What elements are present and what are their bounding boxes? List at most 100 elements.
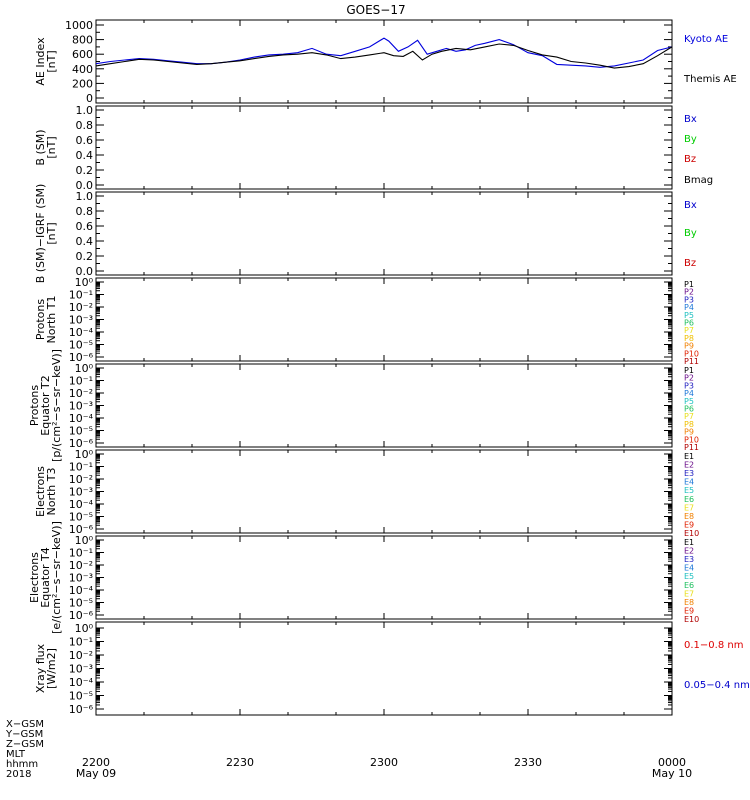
- legend-entry: P7: [684, 412, 694, 421]
- y-tick-label: 10⁻⁵: [69, 339, 93, 352]
- legend-entry: P3: [684, 295, 694, 304]
- y-tick-label: 0: [86, 92, 93, 105]
- series-line-themis-ae: [95, 43, 673, 69]
- legend-entry: P5: [684, 397, 694, 406]
- legend-entry: E7: [684, 589, 694, 598]
- y-tick-label: 0.4: [76, 235, 94, 248]
- legend-entry: P2: [684, 374, 694, 383]
- legend-entry: E10: [684, 615, 699, 624]
- y-axis-label: Xray flux: [34, 643, 47, 693]
- legend-entry: P4: [684, 389, 694, 398]
- legend-entry: 0.05−0.4 nm: [684, 680, 750, 691]
- y-axis-label: AE Index: [34, 37, 47, 86]
- y-tick-label: 10⁻²: [69, 559, 93, 572]
- y-tick-label: 10⁻⁶: [69, 703, 94, 716]
- y-tick-label: 10⁻⁶: [69, 351, 94, 364]
- legend-entry: Kyoto AE: [684, 34, 728, 45]
- legend-entry: P1: [684, 366, 694, 375]
- legend-entry: Bz: [684, 154, 696, 165]
- y-tick-label: 1.0: [76, 104, 94, 117]
- y-tick-label: 10⁻²: [69, 387, 93, 400]
- legend-entry: By: [684, 134, 697, 145]
- y-axis-label: [e/(cm²−s−sr−keV)]: [50, 521, 63, 634]
- y-tick-label: 10⁻²: [69, 649, 93, 662]
- y-tick-label: 10⁻⁵: [69, 690, 93, 703]
- panel-frame: [95, 191, 673, 276]
- y-tick-label: 10⁻⁴: [69, 584, 94, 597]
- y-tick-label: 10⁰: [75, 534, 94, 547]
- legend-entry: P4: [684, 303, 694, 312]
- y-tick-label: 10⁻¹: [69, 636, 93, 649]
- footer-label: X−GSM: [6, 719, 44, 730]
- panel-pt2: 10⁰10⁻¹10⁻²10⁻³10⁻⁴10⁻⁵10⁻⁶ProtonsEquato…: [28, 349, 699, 462]
- legend-entry: E6: [684, 581, 694, 590]
- legend-entry: P9: [684, 428, 694, 437]
- y-tick-label: 10⁻¹: [69, 547, 93, 560]
- y-tick-label: 1.0: [76, 190, 94, 203]
- y-tick-label: 10⁰: [75, 622, 94, 635]
- legend-entry: 0.1−0.8 nm: [684, 640, 743, 651]
- y-axis-label: [nT]: [45, 50, 58, 72]
- legend-entry: E4: [684, 564, 694, 573]
- y-axis-label: North T1: [45, 296, 58, 344]
- y-tick-label: 10⁻⁴: [69, 676, 94, 689]
- y-tick-label: 10⁻⁴: [69, 412, 94, 425]
- legend-entry: P11: [684, 357, 699, 366]
- y-tick-label: 10⁻⁶: [69, 523, 94, 536]
- y-axis-label: B (SM)−IGRF (SM): [34, 184, 47, 284]
- legend-entry: E8: [684, 512, 694, 521]
- y-axis-label: [p/(cm²−s−sr−keV)]: [50, 349, 63, 462]
- y-tick-label: 10⁰: [75, 448, 94, 461]
- y-axis-label: Equator T2: [39, 375, 52, 435]
- legend-entry: E5: [684, 572, 694, 581]
- legend-entry: E10: [684, 529, 699, 538]
- y-tick-label: 400: [72, 63, 93, 76]
- footer-label: hhmm: [6, 759, 38, 770]
- x-tick-label: 2230: [226, 756, 254, 769]
- footer-label: MLT: [6, 749, 26, 760]
- legend-entry: By: [684, 228, 697, 239]
- legend-entry: E6: [684, 495, 694, 504]
- y-tick-label: 10⁻³: [69, 486, 93, 499]
- panel-et4: 10⁰10⁻¹10⁻²10⁻³10⁻⁴10⁻⁵10⁻⁶ElectronsEqua…: [28, 521, 699, 634]
- legend-entry: E2: [684, 461, 694, 470]
- legend-entry: Bz: [684, 258, 696, 269]
- legend-entry: P6: [684, 405, 694, 414]
- y-axis-label: [W/m2]: [45, 648, 58, 689]
- y-tick-label: 10⁻⁶: [69, 609, 94, 622]
- legend-entry: P3: [684, 381, 694, 390]
- legend-entry: P10: [684, 349, 699, 358]
- legend-entry: E1: [684, 452, 694, 461]
- legend-entry: P5: [684, 311, 694, 320]
- y-axis-label: North T3: [45, 468, 58, 516]
- panel-frame: [95, 363, 673, 448]
- y-tick-label: 0.0: [76, 265, 94, 278]
- panel-bigrf: 0.0 0.2 0.4 0.6 0.8 1.0 B (SM)−IGRF (SM)[nT] Bx…: [34, 184, 697, 284]
- legend-entry: P11: [684, 443, 699, 452]
- legend-entry: P8: [684, 420, 694, 429]
- y-axis-label: [nT]: [45, 222, 58, 244]
- panel-frame: [95, 105, 673, 190]
- legend-entry: P6: [684, 319, 694, 328]
- x-tick-label: 2200: [82, 756, 110, 769]
- panel-frame: [95, 535, 673, 620]
- panel-frame: [95, 449, 673, 534]
- legend-entry: E3: [684, 555, 694, 564]
- y-tick-label: 1000: [65, 19, 93, 32]
- y-tick-label: 10⁻⁴: [69, 326, 94, 339]
- y-tick-label: 10⁰: [75, 362, 94, 375]
- y-tick-label: 10⁻³: [69, 572, 93, 585]
- y-tick-label: 10⁻³: [69, 663, 93, 676]
- y-tick-label: 10⁻¹: [69, 375, 93, 388]
- y-tick-label: 10⁻²: [69, 473, 93, 486]
- y-axis-label: B (SM): [34, 129, 47, 165]
- y-axis-label: Electrons: [34, 466, 47, 517]
- legend-entry: E3: [684, 469, 694, 478]
- y-tick-label: 0.2: [76, 250, 94, 263]
